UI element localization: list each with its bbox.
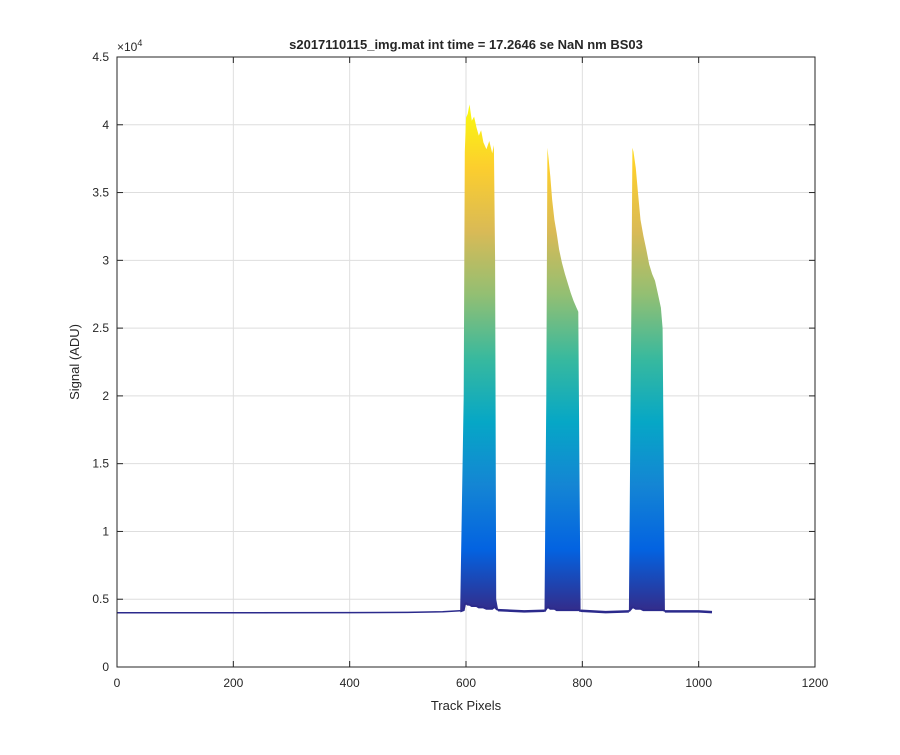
chart-title: s2017110115_img.mat int time = 17.2646 s… (289, 37, 643, 52)
x-tick-label: 200 (223, 676, 243, 690)
y-tick-label: 3.5 (92, 186, 109, 200)
y-tick-label: 2.5 (92, 321, 109, 335)
signal-peak (460, 104, 498, 612)
signal-peak (628, 147, 665, 612)
x-tick-label: 800 (572, 676, 592, 690)
x-tick-label: 1200 (802, 676, 829, 690)
x-axis-label: Track Pixels (431, 698, 502, 713)
signal-peak-base (543, 606, 582, 613)
data-layer (117, 104, 713, 614)
y-tick-label: 1.5 (92, 457, 109, 471)
y-tick-label: 2 (102, 389, 109, 403)
y-tick-label: 1 (102, 524, 109, 538)
y-tick-label: 0.5 (92, 592, 109, 606)
y-axis-ticks: 0 0.5 1 1.5 2 2.5 3 3.5 4 4.5 (92, 50, 815, 674)
baseline-series (497, 608, 545, 613)
x-tick-label: 400 (340, 676, 360, 690)
y-tick-label: 4 (102, 118, 109, 132)
x-tick-label: 0 (114, 676, 121, 690)
x-tick-label: 600 (456, 676, 476, 690)
baseline-series (580, 609, 629, 614)
y-axis-label: Signal (ADU) (67, 324, 82, 400)
signal-peak-base (628, 606, 666, 613)
baseline-series (117, 609, 461, 614)
x-tick-label: 1000 (685, 676, 712, 690)
y-exponent-label: ×104 (117, 38, 142, 54)
y-tick-label: 0 (102, 660, 109, 674)
baseline-series (664, 610, 713, 614)
y-tick-label: 3 (102, 253, 109, 267)
y-tick-label: 4.5 (92, 50, 109, 64)
signal-peak-base (459, 601, 499, 613)
x-axis-ticks: 0 200 400 600 800 1000 1200 (114, 57, 829, 690)
signal-peak (544, 147, 581, 612)
